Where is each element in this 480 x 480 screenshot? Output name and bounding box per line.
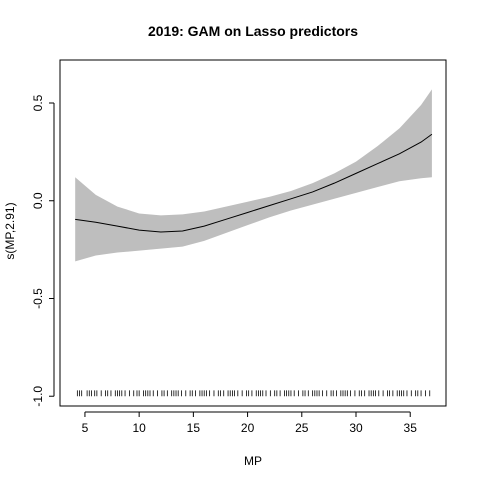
x-tick-label: 30	[349, 421, 363, 435]
plot-frame	[59, 59, 447, 407]
y-tick-label: 0.5	[31, 94, 45, 111]
x-tick-label: 10	[132, 421, 146, 435]
y-tick-label: 0.0	[31, 192, 45, 209]
chart-title: 2019: GAM on Lasso predictors	[148, 23, 358, 39]
x-axis-label: MP	[244, 454, 262, 468]
y-axis-label: s(MP,2.91)	[3, 202, 17, 259]
x-tick-label: 5	[82, 421, 89, 435]
y-tick-label: -1.0	[31, 386, 45, 407]
x-tick-label: 25	[295, 421, 309, 435]
x-tick-label: 35	[404, 421, 418, 435]
fitted-smooth-line	[75, 133, 433, 233]
confidence-band	[75, 89, 432, 262]
y-tick-label: -0.5	[31, 288, 45, 309]
x-tick-label: 20	[241, 421, 255, 435]
x-tick-label: 15	[187, 421, 201, 435]
